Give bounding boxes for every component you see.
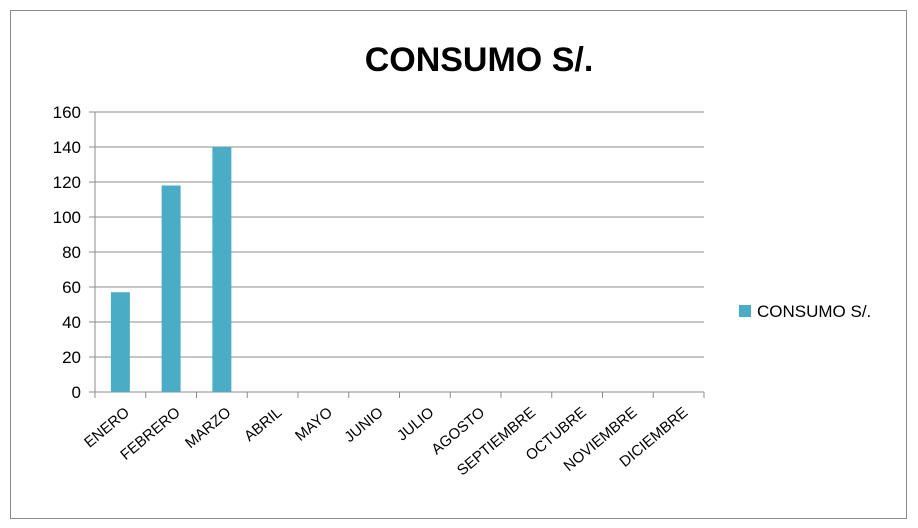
y-tick-label: 100 [53,208,81,227]
y-tick-label: 20 [62,348,81,367]
y-tick-label: 160 [53,103,81,122]
chart-svg: CONSUMO S/. 0 20 40 60 80 100 120 140 160 ENEROF… [53,41,872,479]
chart-title: CONSUMO S/. [365,41,594,79]
bar-enero [110,292,130,392]
bar-marzo [212,147,232,392]
legend-label: CONSUMO S/. [757,302,871,321]
x-category-label: JUNIO [341,404,386,446]
legend: CONSUMO S/. [739,302,871,321]
bar-febrero [161,185,181,392]
y-tick-label: 60 [62,278,81,297]
x-category-label: JULIO [394,404,437,444]
y-tick-label: 40 [62,313,81,332]
x-axis [94,392,705,398]
y-tick-label: 120 [53,173,81,192]
legend-swatch [739,305,751,317]
y-tick-label: 80 [62,243,81,262]
x-category-label: ABRIL [241,404,285,445]
chart-area: CONSUMO S/. 0 20 40 60 80 100 120 140 160 ENERO F… [10,10,907,519]
y-axis-ticks: 0 20 40 60 80 100 120 140 160 [53,103,81,402]
x-category-label: MAYO [292,404,336,445]
x-category-label: MARZO [182,404,234,452]
y-tick-label: 140 [53,138,81,157]
gridlines [89,111,704,398]
y-tick-label: 0 [72,383,81,402]
bars [110,147,232,392]
